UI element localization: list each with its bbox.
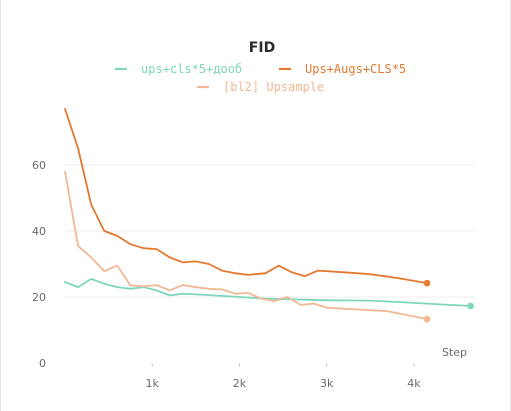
x-tick-label: 3k bbox=[320, 377, 334, 390]
series-end-point-1 bbox=[423, 279, 431, 287]
y-tick-label: 20 bbox=[32, 291, 46, 304]
legend-label-1: Ups+Augs+CLS*5 bbox=[305, 62, 406, 76]
x-axis-label: Step bbox=[442, 346, 467, 359]
x-tick-label: 4k bbox=[407, 377, 421, 390]
legend: ups+cls*5+дооб Ups+Augs+CLS*5 [bl2] Upsamp… bbox=[115, 62, 406, 94]
series-end-point-2 bbox=[423, 315, 431, 323]
series-line-0 bbox=[64, 278, 472, 307]
x-axis-ticks: 1k 2k 3k 4k bbox=[146, 363, 421, 390]
x-tick-label: 1k bbox=[146, 377, 160, 390]
series-end-point-0 bbox=[467, 302, 474, 310]
grid-lines bbox=[65, 164, 475, 298]
series-lines bbox=[64, 108, 474, 323]
chart-title: FID bbox=[249, 40, 275, 56]
y-tick-label: 60 bbox=[32, 159, 46, 172]
series-line-2 bbox=[64, 170, 428, 320]
legend-label-2: [bl2] Upsample bbox=[223, 80, 324, 94]
legend-label-0: ups+cls*5+дооб bbox=[141, 62, 242, 76]
y-axis-ticks: 0 20 40 60 bbox=[32, 159, 46, 370]
y-tick-label: 0 bbox=[39, 357, 46, 370]
y-tick-label: 40 bbox=[32, 225, 46, 238]
x-tick-label: 2k bbox=[233, 377, 247, 390]
series-line-1 bbox=[64, 108, 428, 284]
